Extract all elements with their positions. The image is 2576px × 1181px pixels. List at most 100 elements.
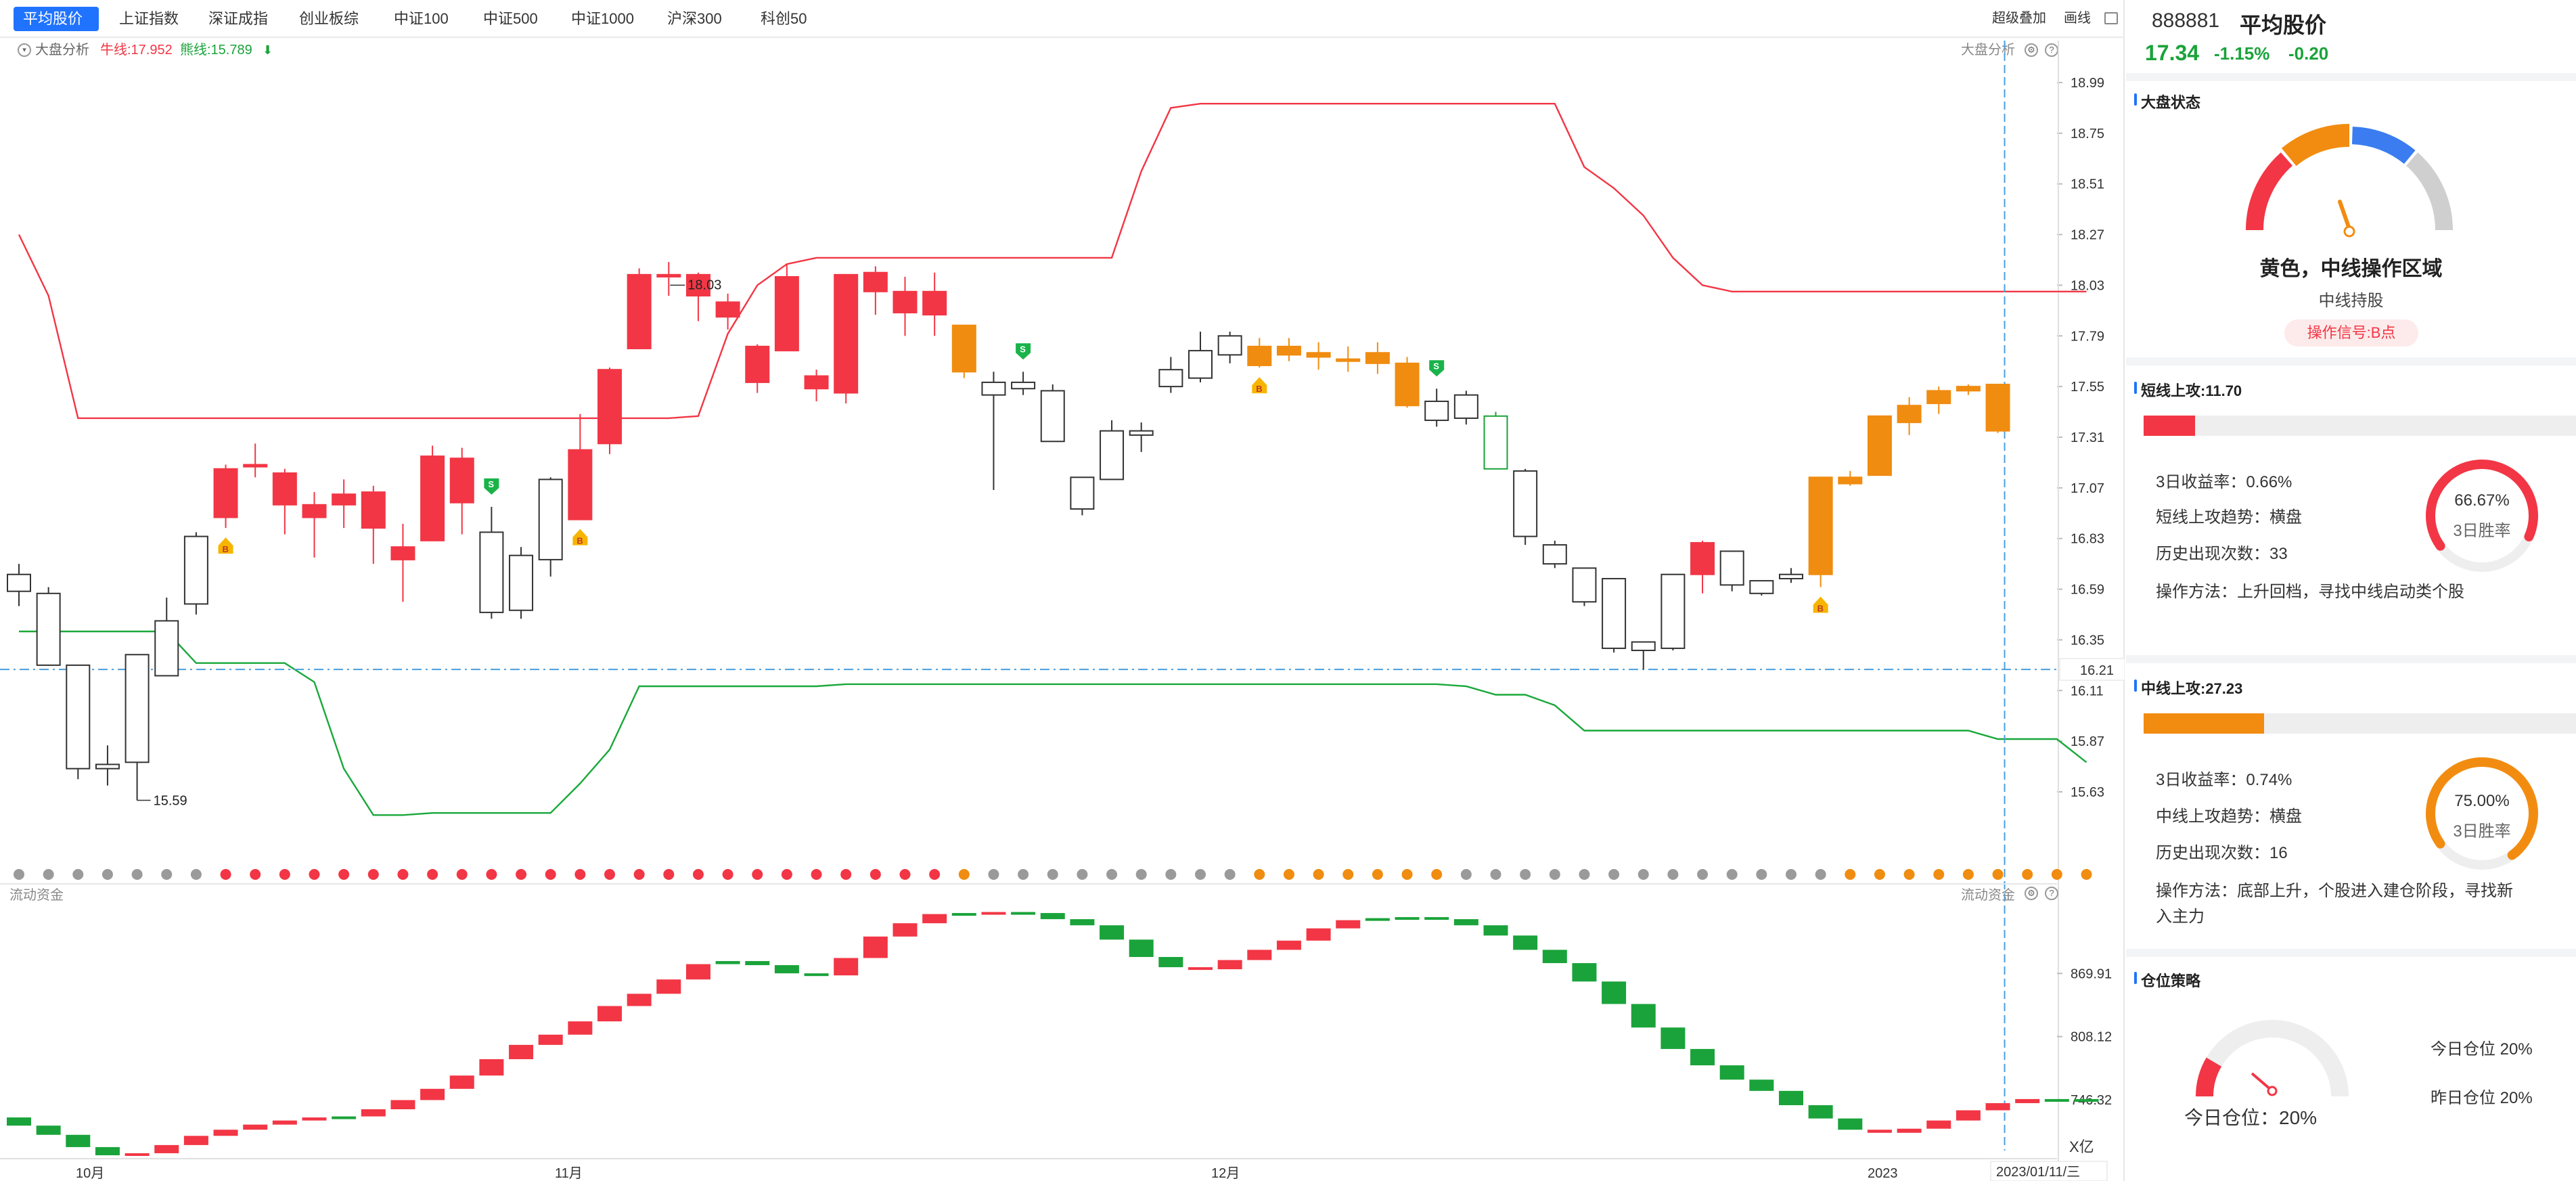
today-position-right: 今日仓位 20% (2431, 1040, 2533, 1059)
high-annotation: 18.03 (687, 277, 721, 292)
price-tick-label: 17.79 (2071, 329, 2104, 344)
tab-szse-component[interactable]: 深证成指 (208, 10, 269, 27)
price-tick-label: 15.63 (2071, 785, 2104, 800)
signal-dot (516, 869, 527, 880)
signal-dot (958, 869, 970, 880)
collapse-icon[interactable]: ▾ (18, 43, 31, 57)
help-icon[interactable]: ? (2045, 43, 2058, 57)
position-gauge-segment (2196, 1057, 2222, 1097)
candle-body (774, 275, 799, 352)
signal-dot (604, 869, 615, 880)
flow-bar (892, 923, 918, 937)
candle-body (715, 301, 740, 318)
flow-bar (1572, 963, 1597, 982)
flow-bar (834, 958, 859, 976)
crosshair-price-box (2059, 658, 2125, 681)
candle-body (1129, 430, 1154, 436)
signal-dot (840, 869, 852, 880)
flow-bar (509, 1044, 534, 1060)
flow-help-icon[interactable]: ? (2045, 887, 2058, 900)
signal-dot (1903, 869, 1915, 880)
candle-body (1365, 352, 1390, 364)
flow-bar (1011, 912, 1036, 915)
tab-csi100[interactable]: 中证100 (394, 10, 449, 27)
candle-body (1011, 381, 1036, 390)
candle-body (685, 273, 710, 297)
candle-body (36, 592, 61, 666)
flow-bar (597, 1006, 622, 1022)
signal-dot (72, 869, 84, 880)
signal-dot (1313, 869, 1324, 880)
flow-settings-icon[interactable]: ⚙ (2025, 887, 2038, 900)
settings-icon[interactable]: ⚙ (2025, 43, 2038, 57)
sell-signal-icon (1016, 343, 1031, 360)
signal-dot (43, 869, 54, 880)
flow-bar (1424, 917, 1449, 920)
flow-bar (243, 1124, 268, 1130)
tab-average-price[interactable]: 平均股价 (14, 7, 99, 31)
tab-csi1000[interactable]: 中证1000 (571, 10, 634, 27)
position-strategy-title: 仓位策略 (2133, 969, 2200, 991)
stock-code: 888881 (2152, 9, 2220, 32)
signal-dot (2081, 869, 2092, 880)
price-tick-label: 18.03 (2071, 278, 2104, 293)
buy-signal-text: B (223, 544, 229, 554)
tab-star50[interactable]: 科创50 (761, 10, 807, 27)
sell-signal-icon (484, 478, 499, 495)
signal-dot (456, 869, 468, 880)
flow-bar (1453, 919, 1478, 926)
flow-bar (1188, 967, 1213, 971)
draw-line-button[interactable]: 画线 (2064, 11, 2091, 26)
price-tick-label: 18.51 (2071, 177, 2104, 192)
signal-dot (486, 869, 497, 880)
flow-bar (1483, 925, 1508, 936)
flow-bar (1867, 1130, 1892, 1133)
tab-chinext-composite[interactable]: 创业板综 (299, 10, 359, 27)
flow-bar (1070, 919, 1095, 926)
signal-dot (1195, 869, 1206, 880)
flow-bar (863, 936, 888, 958)
bear-line (19, 630, 2087, 816)
grid-layout-icon[interactable] (2104, 12, 2118, 24)
flow-bar (774, 965, 799, 974)
flow-bar (715, 961, 740, 964)
buy-signal-text: B (577, 536, 583, 546)
sell-signal-text: S (488, 479, 494, 489)
signal-dot (633, 869, 645, 880)
tab-csi500[interactable]: 中证500 (483, 10, 538, 27)
price-chart-svg: 18.99 18.75 18.51 18.27 18.03 17.79 17.55 17.31… (0, 41, 2125, 1181)
tab-csi300[interactable]: 沪深300 (667, 10, 722, 27)
x-axis-label: 10月 (76, 1166, 104, 1181)
mid-row-return: 3日收益率：0.74% (2156, 771, 2292, 789)
overlay-button[interactable]: 超级叠加 (1992, 11, 2046, 26)
signal-dot (2051, 869, 2062, 880)
buy-signal-icon (1252, 377, 1267, 394)
flow-bar (745, 961, 770, 966)
flow-bar (183, 1136, 208, 1145)
flow-tick-label: 869.91 (2071, 966, 2112, 981)
signal-dot (1726, 869, 1738, 880)
flow-bar (656, 979, 681, 994)
flow-bar (1926, 1120, 1951, 1129)
signal-dot (1697, 869, 1709, 880)
price-tick-label: 18.27 (2071, 228, 2104, 243)
signal-dot (1667, 869, 1679, 880)
gauge-segment (2246, 152, 2293, 231)
market-state-title: 大盘状态 (2133, 91, 2200, 112)
crosshair-price-label: 16.21 (2080, 663, 2114, 678)
signal-dot (14, 869, 24, 880)
signal-dot (1401, 869, 1413, 880)
buy-signal-icon (218, 537, 233, 554)
flow-bar (154, 1144, 179, 1153)
flow-bar (332, 1116, 357, 1119)
signal-dot (1460, 869, 1472, 880)
flow-bar (302, 1117, 327, 1121)
price-tick-label: 15.87 (2071, 734, 2104, 749)
candle-body (1217, 335, 1242, 356)
x-axis-label: 2023 (1868, 1166, 1898, 1181)
tab-sse-index[interactable]: 上证指数 (119, 10, 179, 27)
flow-bar (1542, 950, 1567, 964)
signal-dot (427, 869, 438, 880)
candle-body (1602, 577, 1627, 649)
candle-body (1690, 541, 1715, 575)
